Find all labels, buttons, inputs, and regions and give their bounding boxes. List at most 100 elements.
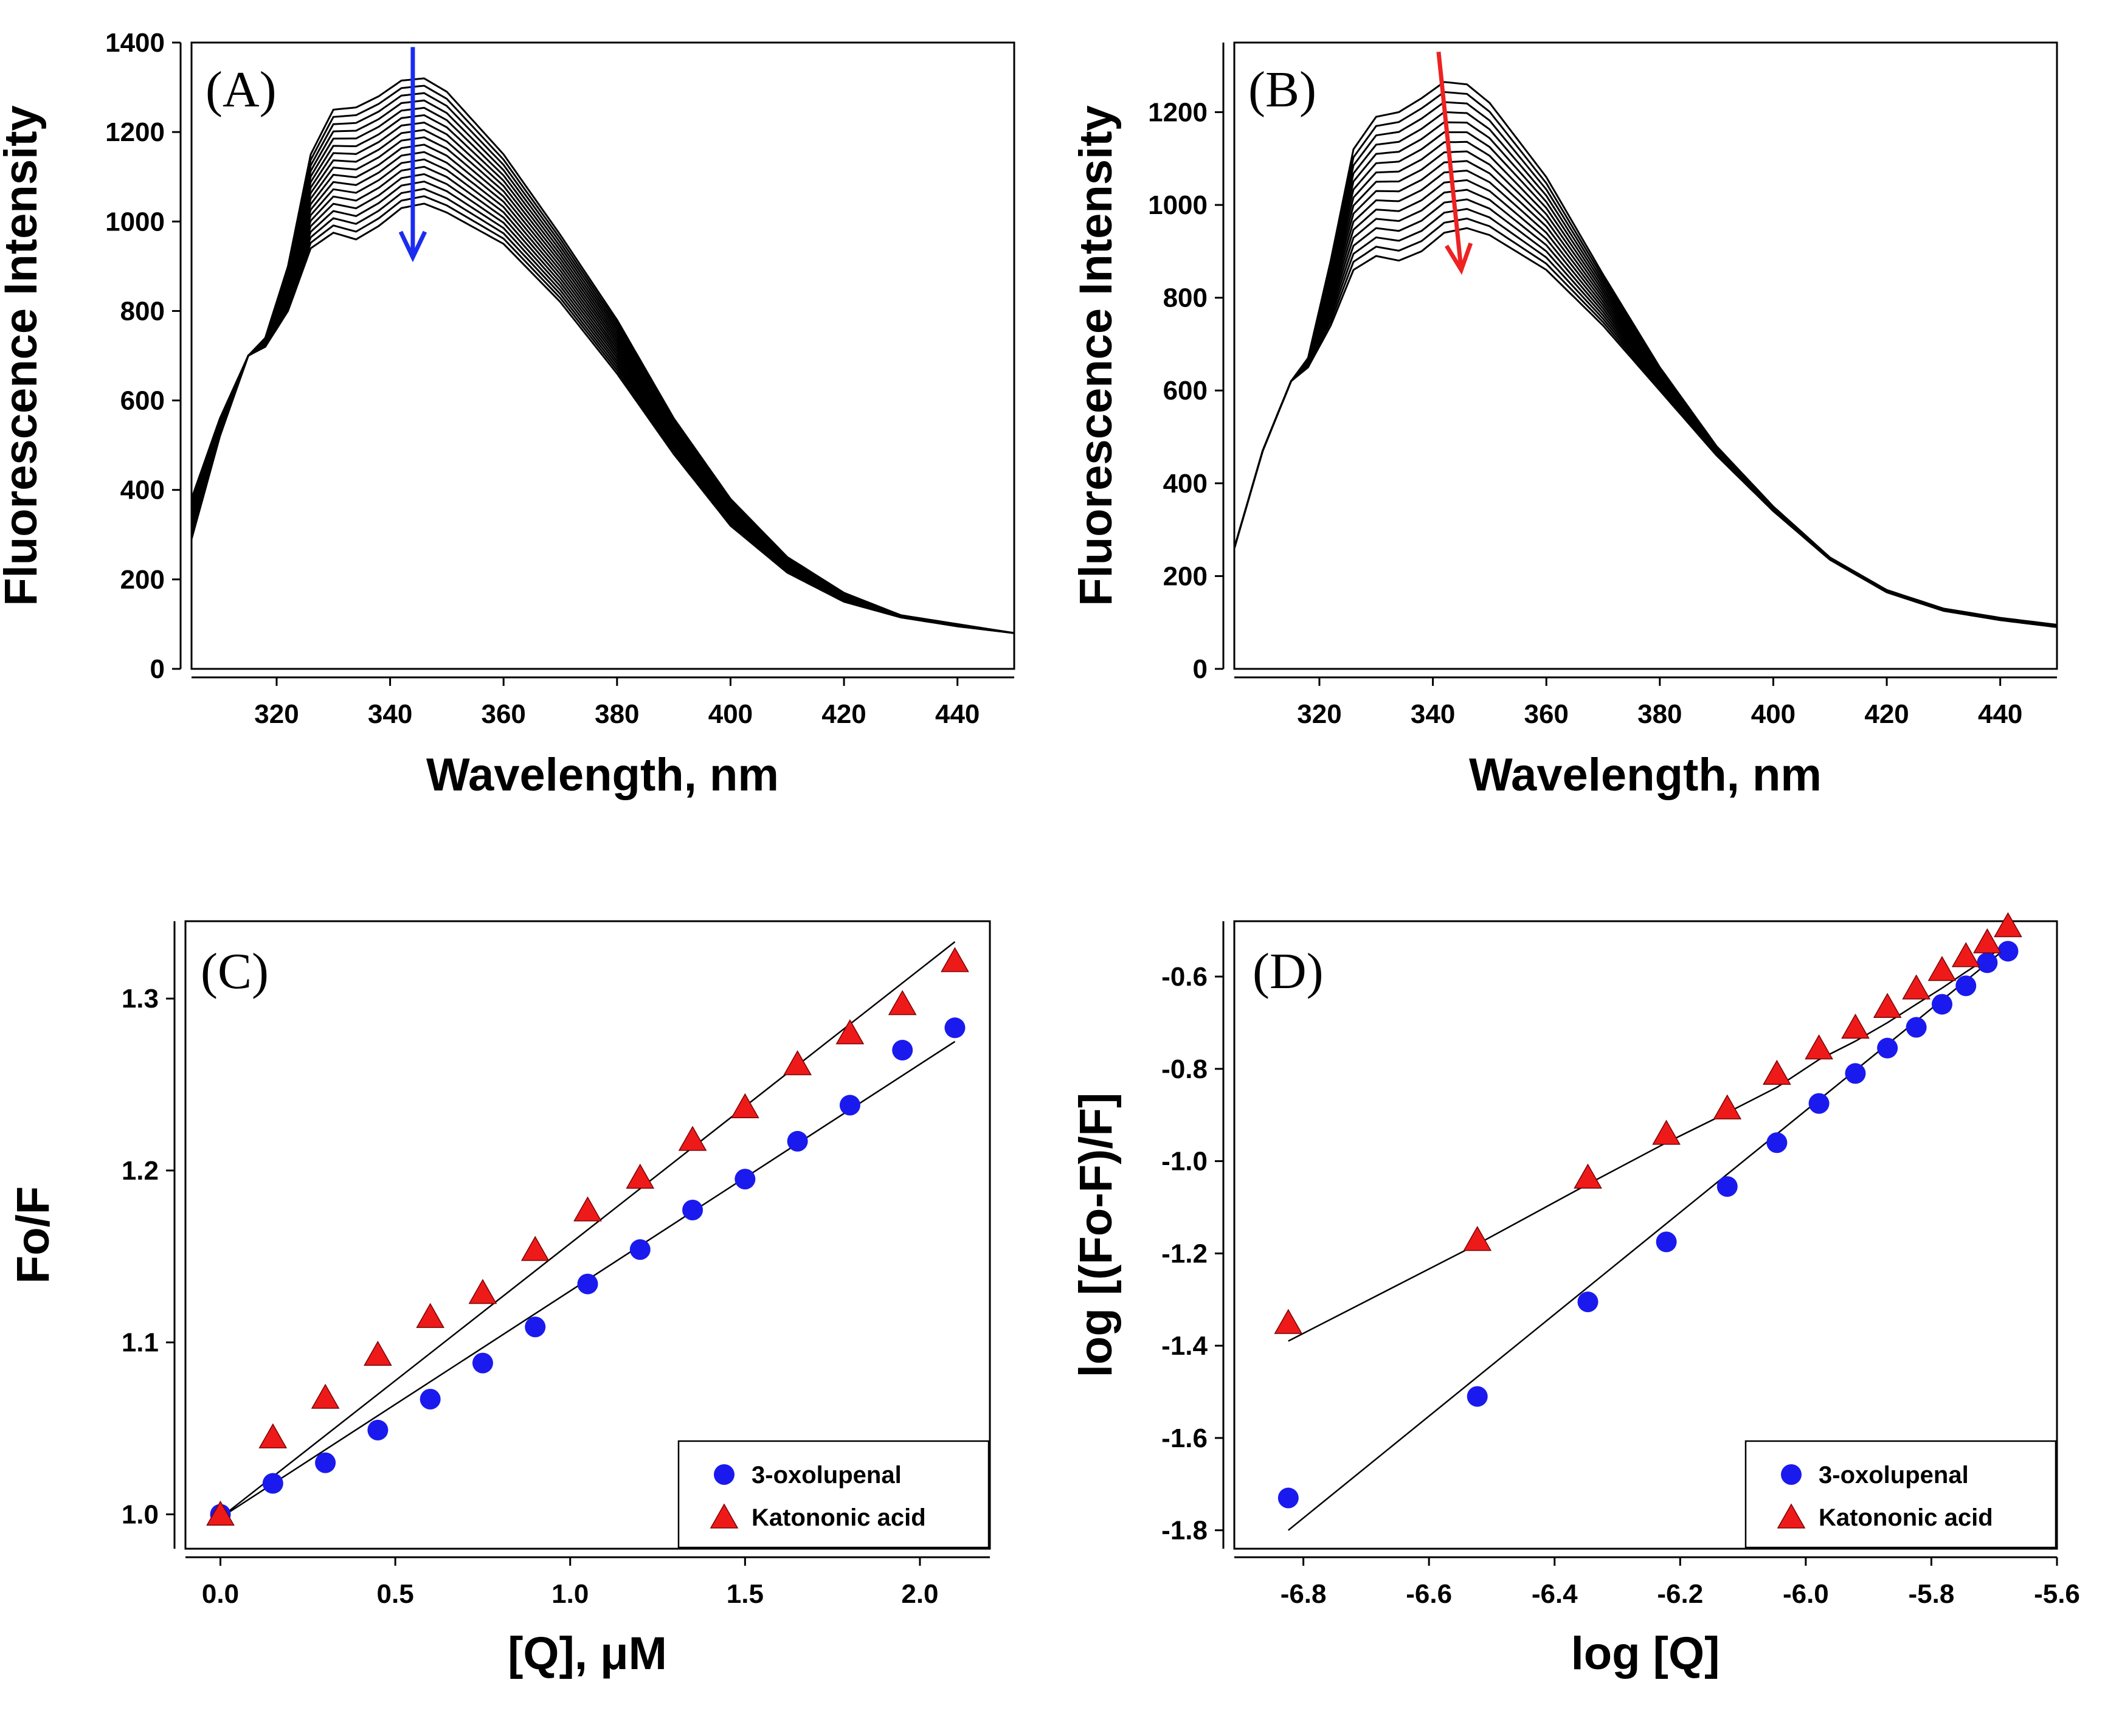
data-point-circle [1906, 1017, 1927, 1038]
spectrum-curve [1234, 131, 2057, 627]
legend-box [677, 1440, 990, 1549]
plot-frame [184, 920, 991, 1550]
data-point-circle [1467, 1386, 1488, 1407]
y-tick-label: 0 [150, 654, 165, 684]
data-point-circle [1997, 941, 2019, 962]
legend-label: 3-oxolupenal [1819, 1462, 1969, 1489]
data-point-triangle [520, 1236, 550, 1261]
data-point-circle [577, 1273, 598, 1295]
x-tick-label: 1.0 [551, 1579, 589, 1609]
y-axis-title: Fluorescence Intensity [1070, 105, 1122, 606]
panel-b: 320 340 360 380 400 420 440 0 200 400 600 800 1000 12… [1070, 41, 2058, 801]
data-point-circle [944, 1017, 966, 1039]
spectrum-curve [192, 180, 1014, 634]
panel-c: 0.0 0.5 1.0 1.5 2.0 1.0 1.1 1.2 1.3 (C) [Q], μM Fo/… [7, 920, 991, 1679]
data-point-triangle [258, 1423, 288, 1448]
data-point-circle [262, 1473, 283, 1494]
panel-label: (C) [201, 943, 269, 1000]
data-point-circle [1277, 1487, 1299, 1509]
data-point-triangle [311, 1383, 340, 1409]
quench-arrow-shaft [1436, 51, 1464, 271]
x-axis-title: Wavelength, nm [1469, 749, 1822, 801]
data-point-circle [1577, 1292, 1599, 1313]
fit-line [219, 941, 956, 1519]
data-point-triangle [573, 1196, 602, 1222]
data-point-triangle [1652, 1119, 1681, 1145]
legend-marker [1781, 1464, 1802, 1485]
panel-d: -6.8 -6.6 -6.4 -6.2 -6.0 -5.8 -5.6 -1.8 -1.6 -1.4… [1070, 912, 2080, 1679]
data-point-circle [1808, 1093, 1830, 1114]
spectrum-curve [1234, 208, 2057, 628]
data-point-triangle [1463, 1226, 1492, 1251]
y-axis-title: Fo/F [7, 1186, 59, 1284]
data-point-triangle [941, 947, 969, 972]
x-tick-label: 0.5 [377, 1579, 414, 1609]
panel-label: (B) [1248, 61, 1316, 118]
data-point-circle [472, 1352, 493, 1374]
y-tick-label: 400 [1163, 469, 1208, 499]
y-tick-label: 1.2 [122, 1156, 159, 1186]
x-axis-title: Wavelength, nm [426, 749, 779, 801]
data-point-circle [1931, 994, 1952, 1015]
data-point-triangle [835, 1019, 865, 1045]
x-tick-label: 2.0 [901, 1579, 938, 1609]
spectrum-curve [192, 151, 1014, 634]
data-point-triangle [1763, 1059, 1791, 1085]
spectra-group [192, 77, 1014, 634]
legend-marker [714, 1464, 735, 1485]
y-tick-label: -0.6 [1161, 962, 1208, 992]
data-point-triangle [468, 1279, 497, 1304]
data-point-triangle [888, 990, 917, 1015]
spectrum-curve [192, 173, 1014, 634]
legend-marker [710, 1503, 739, 1529]
panel-label: (D) [1253, 943, 1324, 1000]
data-point-circle [315, 1452, 336, 1473]
panel-label: (A) [206, 61, 277, 118]
data-point-circle [1955, 975, 1977, 997]
data-point-triangle [1805, 1034, 1833, 1060]
data-point-triangle [1902, 974, 1930, 1000]
panel-a: 320 340 360 380 400 420 440 0 200 400 600 800 1000 12… [0, 28, 1015, 801]
data-point-circle [1977, 952, 1998, 973]
data-point-triangle [1274, 1309, 1303, 1334]
x-tick-label: 380 [1637, 699, 1682, 729]
data-point-circle [1766, 1132, 1788, 1153]
spectrum-curve [192, 195, 1014, 634]
data-point-circle [682, 1200, 703, 1221]
x-axis-title: [Q], μM [508, 1628, 667, 1679]
y-tick-label: 800 [1163, 283, 1208, 313]
data-point-circle [629, 1239, 651, 1261]
legend-box [1744, 1440, 2057, 1549]
data-point-circle [892, 1040, 913, 1061]
x-tick-label: -6.8 [1281, 1579, 1327, 1609]
data-point-triangle [1951, 942, 1980, 967]
x-tick-label: -6.4 [1532, 1579, 1578, 1609]
spectra-group [1234, 81, 2057, 628]
legend-label: Katononic acid [1819, 1504, 1993, 1531]
quench-arrow-head [398, 230, 427, 263]
data-point-triangle [1873, 992, 1902, 1018]
data-point-triangle [731, 1093, 759, 1118]
legend-label: 3-oxolupenal [752, 1462, 902, 1489]
x-tick-label: 320 [254, 699, 299, 729]
x-tick-label: 1.5 [727, 1579, 764, 1609]
y-tick-label: 0 [1193, 654, 1208, 684]
data-point-circle [1877, 1037, 1898, 1059]
y-axis-title: Fluorescence Intensity [0, 105, 47, 606]
data-point-circle [367, 1419, 389, 1440]
spectrum-curve [192, 158, 1014, 634]
data-point-triangle [1994, 912, 2022, 938]
x-tick-label: 0.0 [202, 1579, 239, 1609]
spectrum-curve [1234, 227, 2057, 628]
y-tick-label: 600 [120, 386, 165, 416]
spectrum-curve [192, 144, 1014, 634]
spectrum-curve [192, 188, 1014, 634]
y-tick-label: 600 [1163, 376, 1208, 406]
legend-label: Katononic acid [752, 1504, 926, 1531]
y-tick-label: 200 [1163, 561, 1208, 591]
x-tick-label: 340 [368, 699, 412, 729]
data-point-triangle [1927, 956, 1957, 981]
data-point-circle [787, 1130, 808, 1152]
x-tick-label: 400 [1751, 699, 1796, 729]
